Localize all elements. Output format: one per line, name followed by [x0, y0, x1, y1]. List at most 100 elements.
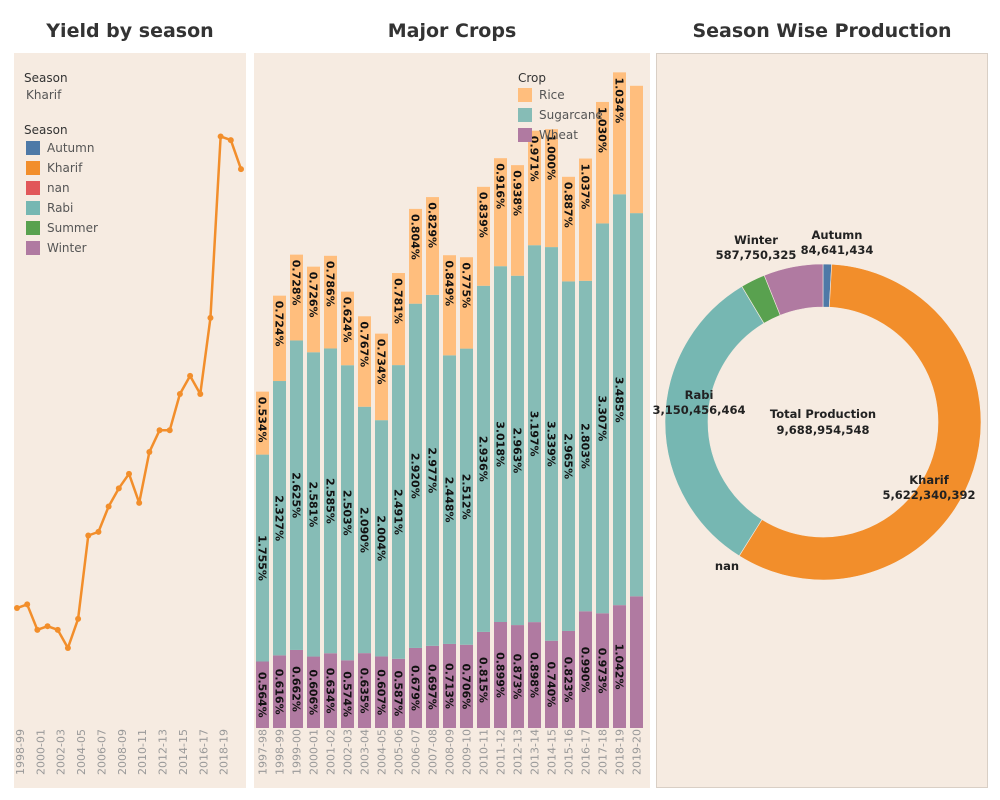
slice-value-autumn: 84,641,434	[801, 243, 874, 257]
yield-point	[187, 372, 194, 379]
bar-label-sugarcane: 2.936%	[477, 436, 490, 482]
bar-sugarcane	[307, 352, 320, 657]
bar-rice	[273, 295, 286, 382]
bar-label-wheat: 0.574%	[341, 671, 354, 717]
bar-sugarcane	[562, 281, 575, 631]
bar-label-wheat: 0.973%	[596, 648, 609, 694]
bar-label-wheat: 0.635%	[358, 668, 371, 714]
bar-label-sugarcane: 2.327%	[273, 495, 286, 541]
bar-rice	[596, 101, 609, 224]
yield-point	[136, 499, 143, 506]
bar-label-sugarcane: 2.581%	[307, 481, 320, 527]
bar-label-sugarcane: 2.963%	[511, 427, 524, 473]
legend-swatch	[26, 241, 40, 255]
bar-label-wheat: 0.706%	[460, 663, 473, 709]
slice-name-kharif: Kharif	[909, 473, 949, 487]
yield-point	[95, 528, 102, 535]
bar-label-sugarcane: 3.339%	[545, 421, 558, 467]
legend-label: Sugarcane	[539, 108, 603, 122]
bar-rice	[579, 158, 592, 281]
bar-label-sugarcane: 3.197%	[528, 411, 541, 457]
legend-label: Kharif	[47, 161, 83, 175]
bar-wheat	[443, 643, 456, 728]
x-tick-label: 1998-99	[274, 729, 287, 775]
bar-label-sugarcane: 2.448%	[443, 477, 456, 523]
bar-label-sugarcane: 2.004%	[375, 515, 388, 561]
legend-label: nan	[47, 181, 70, 195]
slice-value-kharif: 5,622,340,392	[882, 488, 975, 502]
bar-label-wheat: 0.899%	[494, 652, 507, 698]
bar-label-rice: 0.767%	[358, 321, 371, 367]
x-tick-label: 2008-09	[116, 729, 129, 775]
bar-wheat	[358, 653, 371, 728]
bar-rice	[409, 208, 422, 304]
crop-legend-item-wheat[interactable]: Wheat	[518, 128, 578, 142]
season-legend-item-summer[interactable]: Summer	[26, 221, 98, 235]
bar-wheat	[307, 656, 320, 728]
crops-stacked-bar-chart: 0.564% 1.755% 0.534% 1997-98 0.616% 2.327% 0.7…	[256, 72, 644, 775]
bar-rice	[443, 255, 456, 356]
bar-sugarcane	[630, 213, 643, 597]
bar-sugarcane	[494, 266, 507, 623]
bar-rice	[392, 273, 405, 366]
bar-sugarcane	[324, 348, 337, 654]
x-tick-label: 2005-06	[393, 729, 406, 775]
x-tick-label: 2001-02	[325, 729, 338, 775]
season-legend-item-kharif[interactable]: Kharif	[26, 161, 82, 175]
legend-swatch	[26, 161, 40, 175]
bar-label-sugarcane: 2.625%	[290, 472, 303, 518]
bar-label-rice: 0.938%	[511, 170, 524, 216]
crop-legend-item-rice[interactable]: Rice	[518, 88, 565, 102]
donut-center-label: Total Production	[770, 407, 876, 421]
x-tick-label: 2011-12	[495, 729, 508, 775]
yield-point	[176, 391, 183, 398]
bar-sugarcane	[528, 245, 541, 623]
season-filter-value[interactable]: Kharif	[26, 88, 62, 102]
bar-label-rice: 0.849%	[443, 260, 456, 306]
bar-wheat	[290, 649, 303, 728]
bar-label-rice: 0.728%	[290, 260, 303, 306]
slice-name-nan: nan	[715, 559, 739, 573]
bar-wheat	[528, 622, 541, 728]
bar-sugarcane	[579, 280, 592, 612]
season-legend-item-autumn[interactable]: Autumn	[26, 141, 94, 155]
bar-sugarcane	[613, 194, 626, 606]
legend-label: Wheat	[539, 128, 578, 142]
legend-swatch	[26, 141, 40, 155]
legend-label: Autumn	[47, 141, 95, 155]
bar-sugarcane	[375, 420, 388, 657]
x-tick-label: 2019-20	[631, 729, 644, 775]
legend-swatch	[26, 221, 40, 235]
crop-legend-item-sugarcane[interactable]: Sugarcane	[518, 108, 603, 122]
season-legend-item-rabi[interactable]: Rabi	[26, 201, 73, 215]
yield-line	[16, 135, 243, 650]
x-tick-label: 2008-09	[444, 729, 457, 775]
yield-point	[197, 391, 204, 398]
yield-point	[44, 623, 51, 630]
x-tick-label: 2009-10	[461, 729, 474, 775]
bar-label-wheat: 0.587%	[392, 670, 405, 716]
yield-point	[75, 615, 82, 622]
bar-rice	[460, 257, 473, 349]
bar-label-rice: 1.037%	[579, 164, 592, 210]
bar-label-wheat: 0.607%	[375, 669, 388, 715]
bar-label-rice: 0.829%	[426, 202, 439, 248]
slice-winter	[763, 263, 824, 316]
slice-name-autumn: Autumn	[812, 228, 863, 242]
bar-label-rice: 0.804%	[409, 214, 422, 260]
season-legend-item-winter[interactable]: Winter	[26, 241, 87, 255]
season-legend-item-nan[interactable]: nan	[26, 181, 70, 195]
x-tick-label: 2012-13	[157, 729, 170, 775]
bar-wheat	[426, 645, 439, 728]
slice-name-rabi: Rabi	[685, 388, 714, 402]
bar-label-rice: 0.775%	[460, 262, 473, 308]
yield-point	[227, 137, 234, 144]
yield-point	[146, 449, 153, 456]
yield-point	[54, 626, 61, 633]
bar-label-wheat: 0.634%	[324, 668, 337, 714]
bar-rice	[528, 130, 541, 246]
bar-label-sugarcane: 3.307%	[596, 395, 609, 441]
bar-label-rice: 0.724%	[273, 301, 286, 347]
bar-wheat	[460, 644, 473, 728]
bar-label-wheat: 0.740%	[545, 661, 558, 707]
